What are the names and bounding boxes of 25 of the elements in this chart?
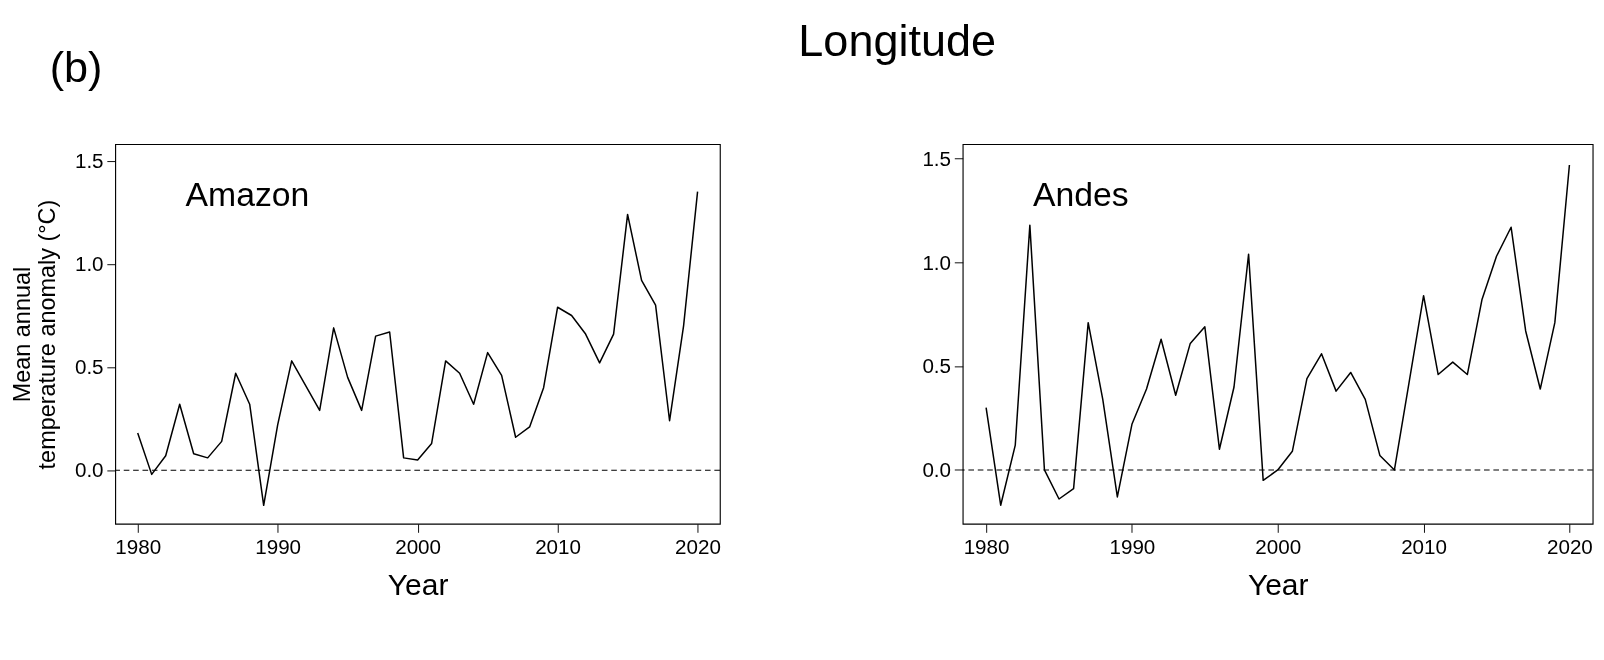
y-axis-title: Mean annual temperature anomaly (°C) — [8, 199, 61, 470]
x-tick-label: 2010 — [1401, 535, 1447, 559]
y-tick-label: 0.0 — [922, 457, 952, 481]
y-tick-label: 0.5 — [74, 355, 104, 379]
x-tick-label: 1980 — [115, 535, 162, 559]
x-tick-label: 2010 — [535, 535, 582, 559]
text: Longitude — [798, 15, 996, 67]
y-tick-label: 0.0 — [74, 458, 104, 482]
x-tick-label: 1980 — [963, 535, 1010, 559]
y-tick-label: 1.5 — [922, 146, 952, 170]
x-tick-label: 2020 — [1546, 535, 1593, 559]
y-tick-label: 1.0 — [922, 250, 952, 274]
x-tick-label: 1990 — [1109, 535, 1156, 559]
y-tick-label: 0.5 — [922, 354, 952, 378]
x-tick-label: 1990 — [255, 535, 302, 559]
x-tick-label: 2000 — [395, 535, 442, 559]
text: Amazon — [185, 175, 310, 214]
x-tick-label: 2000 — [1255, 535, 1302, 559]
text: (b) — [49, 43, 103, 92]
text: Andes — [1033, 175, 1129, 214]
x-axis-title: Year — [1247, 567, 1309, 601]
y-tick-label: 1.0 — [74, 251, 104, 275]
x-tick-label: 2020 — [675, 535, 721, 559]
x-axis-title: Year — [387, 567, 449, 601]
y-tick-label: 1.5 — [74, 148, 104, 172]
